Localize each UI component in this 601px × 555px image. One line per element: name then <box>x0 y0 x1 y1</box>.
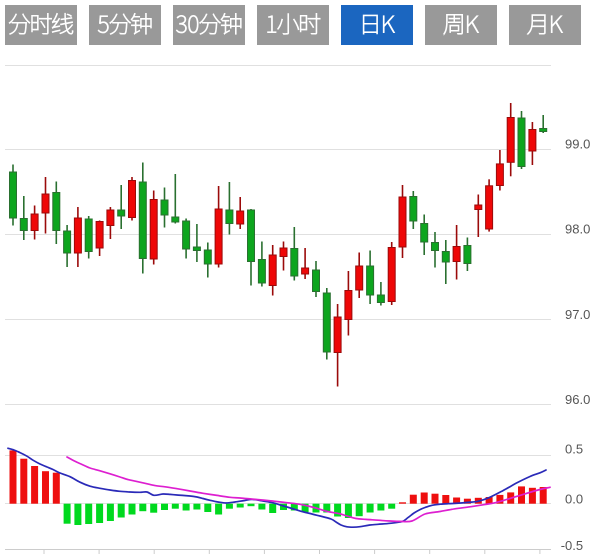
svg-text:0.5: 0.5 <box>565 442 583 457</box>
svg-text:97.0: 97.0 <box>565 307 590 322</box>
svg-text:0.0: 0.0 <box>565 492 583 507</box>
svg-text:99.0: 99.0 <box>565 137 590 152</box>
svg-text:98.0: 98.0 <box>565 222 590 237</box>
svg-text:96.0: 96.0 <box>565 392 590 407</box>
svg-text:-0.5: -0.5 <box>561 538 583 553</box>
